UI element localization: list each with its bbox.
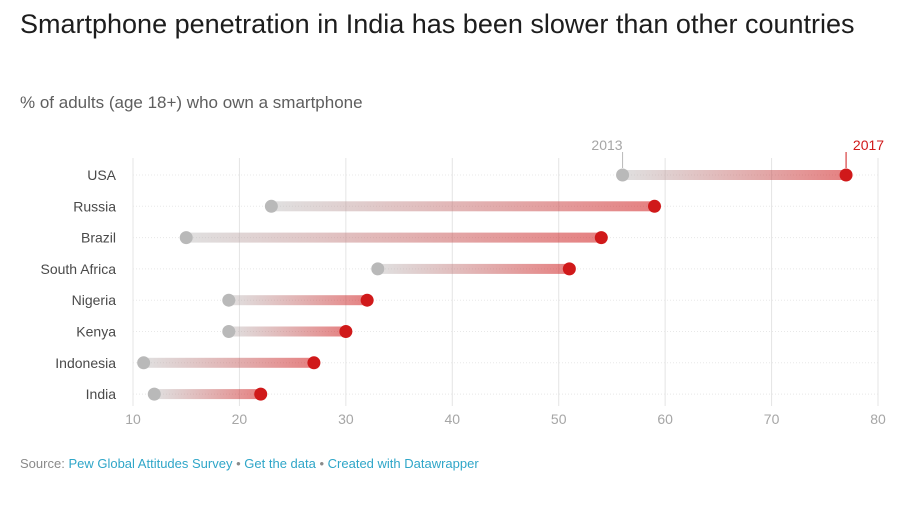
x-tick-label: 60	[657, 411, 673, 427]
category-label: South Africa	[41, 261, 117, 277]
dot-2013	[137, 356, 151, 370]
legend-label-2013: 2013	[591, 137, 622, 153]
category-label: Indonesia	[55, 355, 116, 371]
dot-2017	[360, 293, 374, 307]
x-tick-label: 80	[870, 411, 886, 427]
range-bar	[622, 170, 847, 180]
get-the-data-link[interactable]: Get the data	[244, 456, 316, 471]
dot-2017	[307, 356, 321, 370]
range-bar	[228, 295, 368, 306]
source-line: Source: Pew Global Attitudes Survey • Ge…	[20, 456, 479, 471]
x-tick-label: 40	[444, 411, 460, 427]
dot-2013	[179, 231, 193, 245]
category-label: Russia	[73, 198, 116, 214]
dot-2013	[371, 262, 385, 276]
dot-2017	[562, 262, 576, 276]
category-label: Kenya	[76, 324, 116, 340]
x-tick-label: 20	[232, 411, 248, 427]
dot-2013	[264, 199, 278, 213]
category-label: India	[86, 386, 117, 402]
chart-subtitle: % of adults (age 18+) who own a smartpho…	[20, 93, 363, 112]
x-tick-label: 70	[764, 411, 780, 427]
range-bar	[228, 326, 346, 337]
range-bar	[377, 263, 570, 274]
x-tick-label: 50	[551, 411, 567, 427]
legend-label-2017: 2017	[853, 137, 884, 153]
dot-2017	[839, 168, 853, 182]
source-separator-2: •	[319, 456, 325, 471]
dot-2017	[339, 325, 353, 338]
category-label: USA	[87, 167, 116, 183]
dumbbell-chart: 10 20 30 40 50 60 70 80 USA Russia Brazil South Afr…	[41, 137, 886, 427]
dot-2017	[594, 231, 608, 245]
x-tick-label: 10	[125, 411, 141, 427]
category-label: Brazil	[81, 230, 116, 246]
dot-2013	[147, 387, 161, 401]
category-label: Nigeria	[72, 292, 117, 308]
chart-title: Smartphone penetration in India has been…	[20, 9, 855, 39]
dot-2013	[616, 168, 630, 182]
x-tick-label: 30	[338, 411, 354, 427]
source-prefix: Source:	[20, 456, 65, 471]
dot-2017	[254, 387, 268, 401]
range-bar	[271, 201, 655, 212]
datawrapper-link[interactable]: Created with Datawrapper	[327, 456, 479, 471]
source-survey-link[interactable]: Pew Global Attitudes Survey	[68, 456, 233, 471]
range-bar	[186, 232, 602, 243]
range-bar	[154, 389, 261, 400]
range-bar	[143, 357, 314, 368]
dot-2013	[222, 325, 236, 338]
dot-2017	[648, 199, 661, 213]
source-separator-1: •	[236, 456, 241, 471]
dot-2013	[222, 293, 236, 307]
